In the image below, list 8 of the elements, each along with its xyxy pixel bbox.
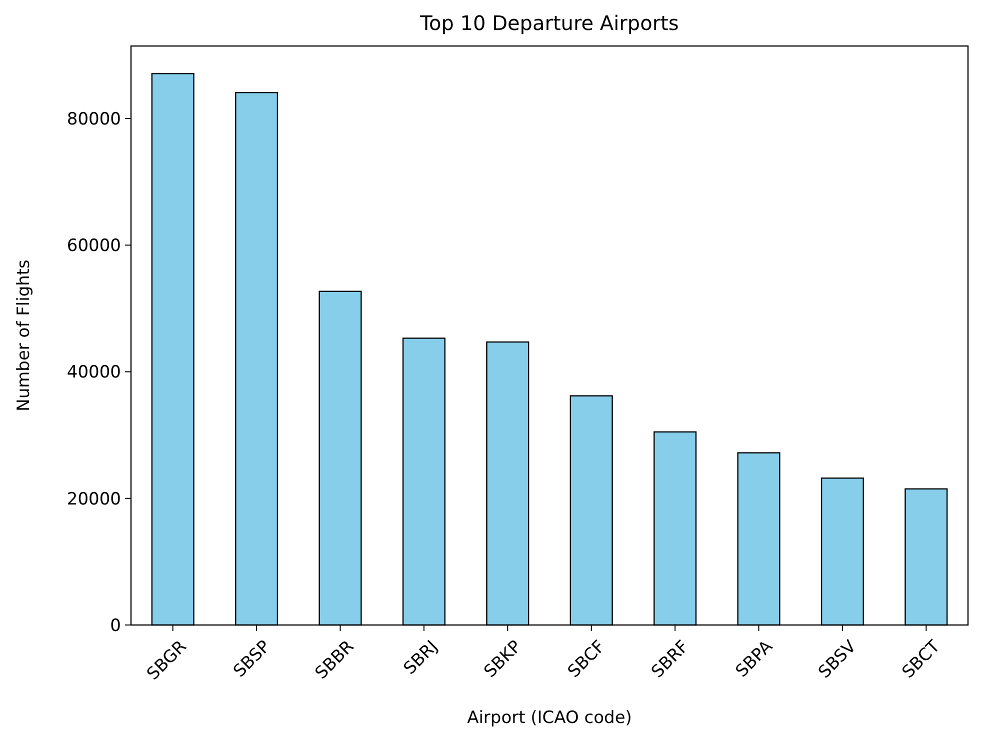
y-tick-label: 20000 [66, 489, 121, 510]
y-tick-label: 60000 [66, 236, 121, 256]
y-axis-title: Number of Flights [14, 259, 34, 412]
x-axis-title: Airport (ICAO code) [467, 708, 632, 728]
y-tick-label: 40000 [66, 362, 121, 383]
y-tick-label: 80000 [66, 109, 121, 130]
y-tick-label: 0 [110, 616, 121, 636]
chart-title: Top 10 Departure Airports [419, 11, 679, 35]
